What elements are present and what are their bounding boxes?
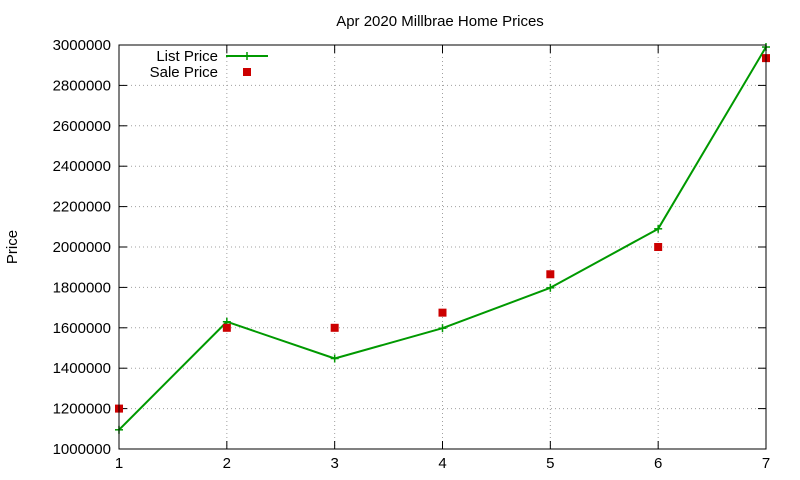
x-tick-label: 6 xyxy=(654,455,662,472)
x-axis-ticks: 1 2 3 4 5 6 7 xyxy=(115,45,770,472)
plot-frame xyxy=(118,44,767,450)
y-tick-label: 1800000 xyxy=(53,279,111,296)
y-tick-label: 1600000 xyxy=(53,320,111,337)
data-point xyxy=(222,323,231,332)
y-tick-label: 2800000 xyxy=(53,77,111,94)
y-tick-label: 2600000 xyxy=(53,118,111,135)
y-axis-ticks: 1000000 1200000 1400000 1600000 1800000 20000… xyxy=(53,37,766,458)
x-tick-label: 3 xyxy=(330,455,338,472)
y-axis-label: Price xyxy=(4,230,21,264)
series-line xyxy=(118,46,767,431)
data-point xyxy=(546,270,555,279)
y-tick-label: 2400000 xyxy=(53,158,111,175)
x-tick-label: 2 xyxy=(223,455,231,472)
legend-label: List Price xyxy=(156,48,218,65)
series-layer xyxy=(115,43,770,434)
chart-title: Apr 2020 Millbrae Home Prices xyxy=(336,13,544,30)
y-tick-label: 1400000 xyxy=(53,360,111,377)
x-tick-label: 4 xyxy=(438,455,446,472)
data-point xyxy=(330,323,339,332)
data-point xyxy=(546,283,555,292)
grid-lines xyxy=(119,45,766,449)
x-tick-label: 1 xyxy=(115,455,123,472)
data-point xyxy=(654,224,663,233)
y-tick-label: 1200000 xyxy=(53,401,111,418)
data-point xyxy=(438,308,447,317)
data-point xyxy=(654,243,663,251)
y-tick-label: 2000000 xyxy=(53,239,111,256)
y-tick-label: 1000000 xyxy=(53,441,111,458)
x-tick-label: 5 xyxy=(546,455,554,472)
legend-marker xyxy=(243,52,251,60)
legend-label: Sale Price xyxy=(150,64,218,81)
data-point xyxy=(438,324,447,333)
legend-marker xyxy=(243,68,251,76)
y-tick-label: 2200000 xyxy=(53,199,111,216)
y-tick-label: 3000000 xyxy=(53,37,111,54)
data-point xyxy=(330,354,339,363)
x-tick-label: 7 xyxy=(762,455,770,472)
